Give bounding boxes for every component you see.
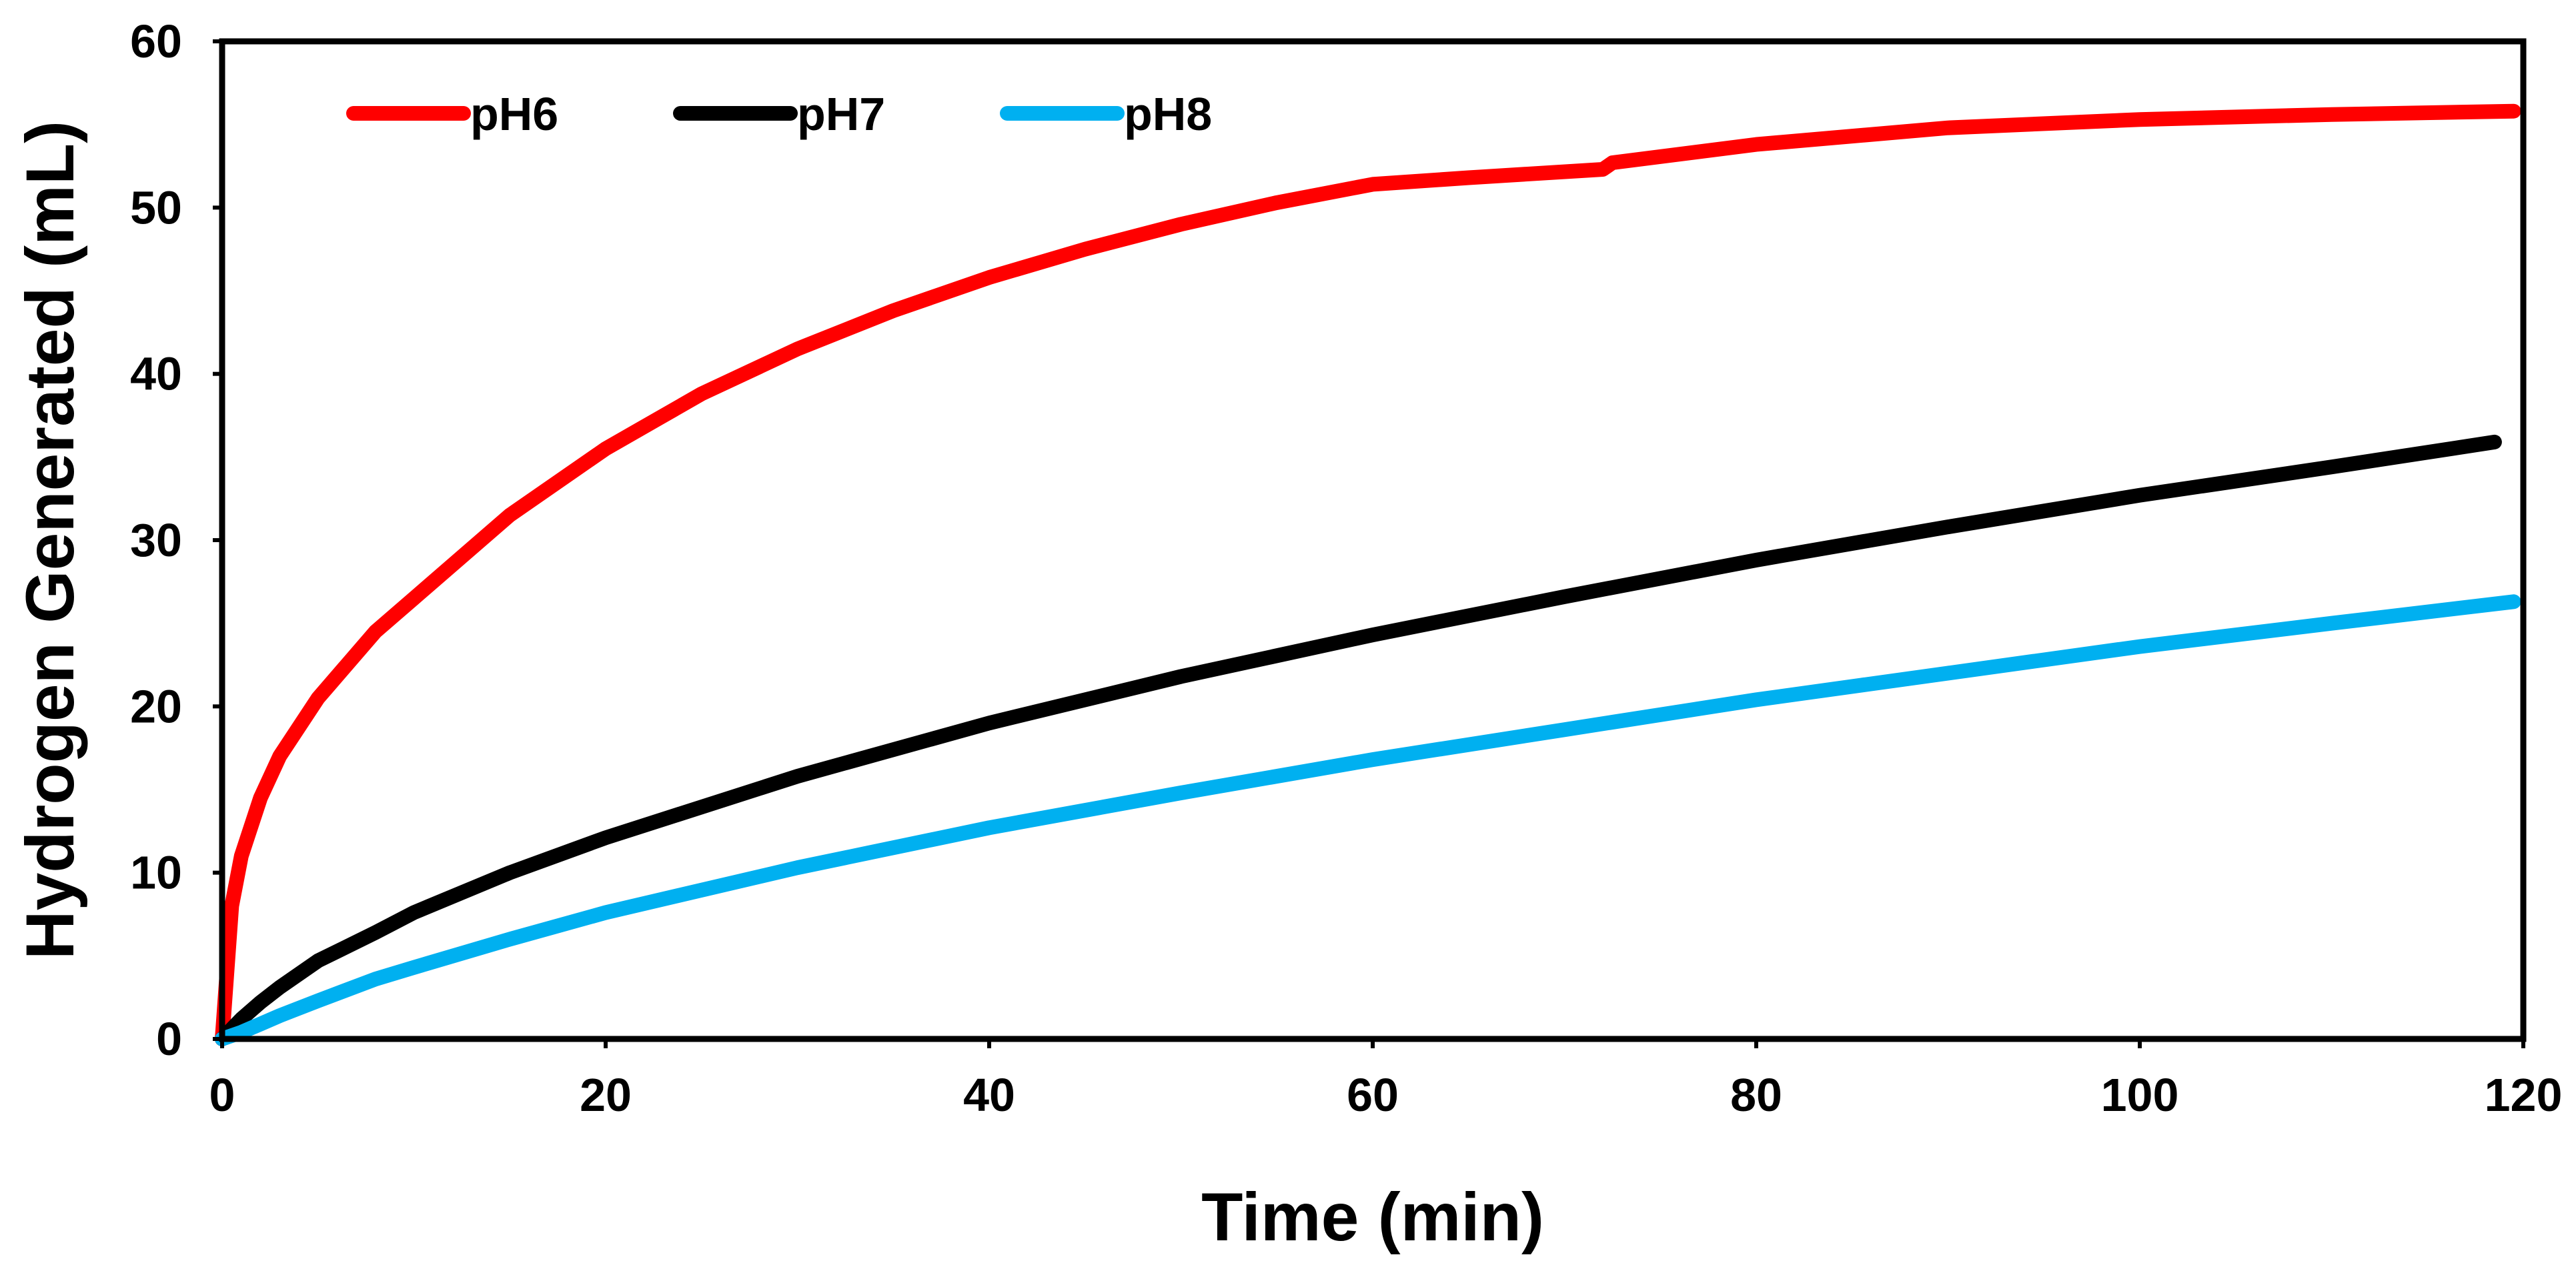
x-tick-label: 120 <box>2485 1069 2563 1121</box>
y-tick-label: 60 <box>130 15 182 67</box>
y-axis-ticks: 0 10 20 30 40 50 60 <box>130 15 222 1065</box>
y-tick-label: 0 <box>156 1013 182 1065</box>
x-tick-label: 60 <box>1347 1069 1399 1121</box>
x-tick-label: 20 <box>580 1069 632 1121</box>
y-tick-label: 50 <box>130 181 182 233</box>
legend-item-ph7: pH7 <box>673 88 885 140</box>
x-tick-label: 100 <box>2101 1069 2179 1121</box>
series-layer <box>215 103 2521 1046</box>
series-line-ph7 <box>215 434 2502 1046</box>
legend-label: pH8 <box>1124 88 1212 140</box>
legend-label: pH6 <box>470 88 558 140</box>
y-tick-label: 30 <box>130 514 182 566</box>
legend-item-ph6: pH6 <box>346 88 558 140</box>
x-tick-label: 0 <box>209 1069 235 1121</box>
y-tick-label: 20 <box>130 680 182 732</box>
series-line-ph6 <box>215 103 2521 1046</box>
x-axis-ticks: 0 20 40 60 80 100 120 <box>209 1039 2563 1121</box>
legend-label: pH7 <box>797 88 885 140</box>
x-axis-title: Time (min) <box>1201 1179 1544 1255</box>
x-tick-label: 40 <box>963 1069 1015 1121</box>
y-tick-label: 10 <box>130 847 182 899</box>
x-tick-label: 80 <box>1730 1069 1782 1121</box>
series-line-ph8 <box>215 594 2521 1046</box>
legend: pH6 pH7 pH8 <box>346 88 1212 140</box>
y-tick-label: 40 <box>130 348 182 400</box>
y-axis-title: Hydrogen Generated (mL) <box>12 121 88 960</box>
legend-item-ph8: pH8 <box>1000 88 1212 140</box>
